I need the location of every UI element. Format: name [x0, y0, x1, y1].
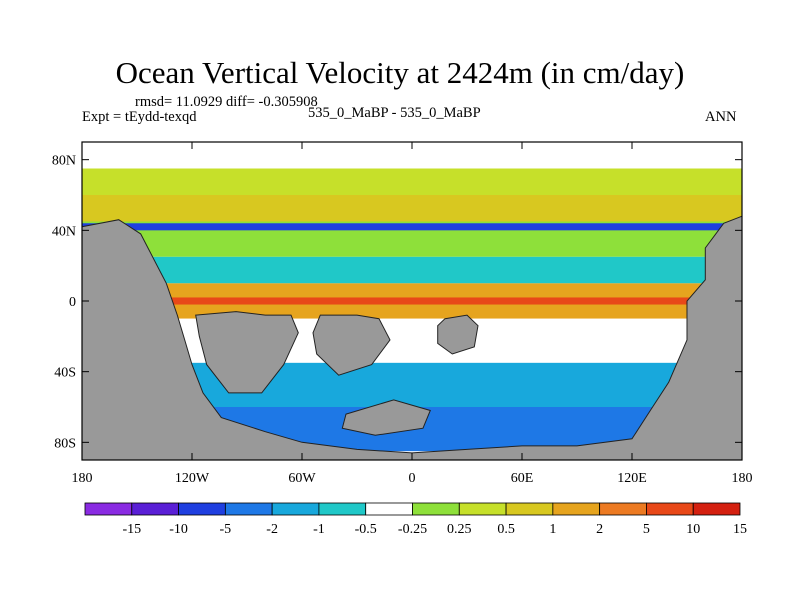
colorbar-label-3: -2	[266, 522, 278, 537]
colorbar-label-1: -10	[169, 522, 188, 537]
colorbar-label-8: 0.5	[497, 522, 515, 537]
land-mass-3	[437, 314, 479, 355]
chart-title: Ocean Vertical Velocity at 2424m (in cm/…	[115, 55, 685, 90]
field-stripe-equator	[82, 297, 742, 305]
colorbar-label-0: -15	[122, 522, 141, 537]
field-stripe-north	[82, 223, 742, 231]
colorbar-swatch-2	[178, 502, 226, 516]
land-mass-1	[195, 311, 299, 394]
land-mass-4	[341, 399, 431, 436]
colorbar-swatch-9	[505, 502, 554, 516]
x-tick-label-0: 180	[72, 471, 93, 486]
field-band-2	[82, 195, 742, 222]
case-label: 535_0_MaBP - 535_0_MaBP	[308, 105, 481, 121]
x-tick-label-2: 60W	[288, 471, 316, 486]
colorbar-swatch-8	[458, 502, 507, 516]
colorbar-label-13: 15	[733, 522, 747, 537]
colorbar-label-9: 1	[549, 522, 556, 537]
field-band-4	[82, 256, 742, 284]
colorbar-swatch-10	[552, 502, 601, 516]
y-tick-label-1: 40N	[52, 224, 76, 239]
colorbar-swatch-1	[131, 502, 179, 516]
colorbar-swatch-13	[692, 502, 741, 516]
land-mass-0	[81, 215, 743, 461]
field-band-1	[82, 168, 742, 195]
y-tick-label-2: 0	[69, 295, 76, 310]
colorbar-label-12: 10	[686, 522, 700, 537]
field-band-6	[82, 318, 742, 363]
season-label: ANN	[705, 109, 737, 125]
colorbar-swatch-5	[318, 502, 367, 516]
colorbar-swatch-6	[365, 502, 413, 516]
x-tick-label-4: 60E	[511, 471, 534, 486]
colorbar-swatch-11	[599, 502, 647, 516]
field-band-0	[82, 156, 742, 169]
colorbar-swatch-3	[224, 502, 273, 516]
y-tick-label-3: 40S	[54, 366, 76, 381]
y-tick-label-0: 80N	[52, 154, 76, 169]
x-tick-label-5: 120E	[617, 471, 647, 486]
colorbar-swatch-7	[412, 502, 460, 516]
colorbar-label-4: -1	[313, 522, 325, 537]
colorbar-swatch-12	[646, 502, 694, 516]
stats-label: rmsd= 11.0929 diff= -0.305908	[135, 94, 318, 110]
colorbar-label-2: -5	[220, 522, 232, 537]
colorbar-label-11: 5	[643, 522, 650, 537]
colorbar-swatch-4	[271, 502, 320, 516]
x-tick-label-3: 0	[409, 471, 416, 486]
colorbar-label-6: -0.25	[398, 522, 427, 537]
colorbar-label-5: -0.5	[355, 522, 377, 537]
colorbar-label-10: 2	[596, 522, 603, 537]
land-mass-2	[312, 314, 391, 376]
colorbar-swatch-0	[84, 502, 133, 516]
x-tick-label-1: 120W	[175, 471, 210, 486]
experiment-label: Expt = tEydd-texqd	[82, 109, 197, 125]
y-tick-label-4: 80S	[54, 436, 76, 451]
colorbar-label-7: 0.25	[447, 522, 472, 537]
x-tick-label-6: 180	[732, 471, 753, 486]
